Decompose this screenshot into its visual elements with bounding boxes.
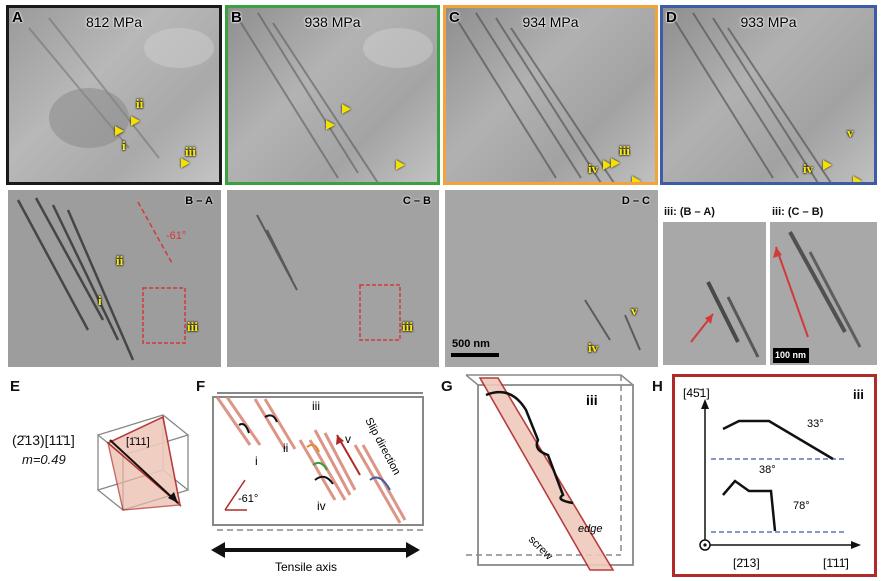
difference-texture: [16, 197, 186, 361]
label-v: v: [847, 125, 854, 140]
panel-label-a: A: [12, 9, 23, 26]
axis-label-x2: [1̄11̄]: [823, 556, 849, 570]
difference-texture: [256, 214, 401, 341]
panel-d-minus-c: D – C v iv 500 nm: [445, 190, 658, 367]
arrow-marker: [396, 160, 405, 170]
arrow-marker: [181, 158, 190, 168]
unit-cell-diagram: [1̄11]: [96, 414, 190, 511]
panel-h-frame: [672, 374, 877, 577]
difference-texture: [584, 299, 641, 351]
label-iii: iii: [185, 144, 196, 159]
label-iv: iv: [803, 161, 814, 176]
arrow-marker: [342, 104, 351, 114]
micrograph-texture: [455, 12, 615, 182]
label-iv: iv: [317, 499, 326, 513]
arrow-marker: [632, 176, 641, 182]
panel-a: A 812 MPa i ii iii: [6, 5, 222, 185]
panel-b-minus-a: B – A -61° i ii iii: [8, 190, 221, 367]
slip-system-label: (2̄13)[11̄1]: [12, 432, 75, 448]
scale-bar-label: 500 nm: [452, 338, 490, 350]
inset-title-cb: iii: (C – B): [772, 206, 824, 218]
label-ii: ii: [116, 253, 124, 268]
arrow-marker: [823, 160, 832, 170]
diff-label-cb: C – B: [402, 195, 431, 207]
label-iii: iii: [619, 143, 630, 158]
label-ii: ii: [283, 441, 288, 455]
slip-box-diagram: Slip direction -61° i ii iii iv v Tensil…: [211, 392, 424, 574]
stress-label-d: 933 MPa: [740, 14, 797, 30]
panel-label-d: D: [666, 9, 677, 26]
label-iv: iv: [588, 161, 599, 176]
panel-c-minus-b: C – B iii: [227, 190, 439, 367]
arrow-marker: [603, 160, 612, 170]
angle-label-f: -61°: [238, 493, 258, 505]
angle-38: 38°: [759, 464, 776, 476]
diff-label-ba: B – A: [185, 195, 213, 207]
axis-label-y: [45̄1]: [683, 386, 710, 400]
label-ii: ii: [136, 96, 144, 111]
panel-label-e: E: [10, 378, 21, 395]
diff-label-dc: D – C: [621, 195, 650, 207]
schmid-factor-label: m=0.49: [22, 452, 66, 467]
axis-label-x1: [2̄13]: [733, 556, 760, 570]
label-iii: iii: [853, 387, 864, 402]
stress-label-b: 938 MPa: [304, 14, 361, 30]
panel-label-c: C: [449, 9, 460, 26]
arrow-marker: [131, 116, 140, 126]
inset-texture: [690, 281, 760, 358]
angle-33: 33°: [807, 418, 824, 430]
panel-d: D 933 MPa v iv: [660, 5, 877, 185]
label-i: i: [122, 138, 126, 153]
label-i: i: [255, 454, 258, 468]
angle-label: -61°: [166, 230, 187, 242]
dislocation-3d-diagram: iii screw edge: [465, 374, 634, 571]
label-i: i: [98, 293, 102, 308]
label-iii: iii: [312, 399, 320, 413]
edge-label: edge: [578, 523, 602, 535]
stress-label-a: 812 MPa: [85, 14, 143, 30]
micrograph-texture: [672, 12, 832, 182]
panel-label-b: B: [231, 9, 242, 26]
tensile-axis-label: Tensile axis: [275, 560, 337, 574]
scale-bar-label-100: 100 nm: [775, 350, 807, 360]
panel-c: C 934 MPa iii iv: [443, 5, 658, 185]
screw-label: screw: [526, 534, 555, 563]
label-iii: iii: [586, 392, 598, 408]
panel-label-h: H: [652, 378, 663, 395]
panel-label-g: G: [441, 378, 453, 395]
arrow-marker: [611, 158, 620, 168]
panel-label-f: F: [196, 378, 206, 395]
scale-bar: [451, 353, 499, 357]
inset-iii-cb: 100 nm: [770, 222, 877, 365]
plane-normal-label: [1̄11]: [126, 436, 150, 448]
angle-78: 78°: [793, 500, 810, 512]
inset-title-ba: iii: (B – A): [664, 206, 715, 218]
inset-texture: [773, 231, 862, 363]
stress-label-c: 934 MPa: [522, 14, 579, 30]
micrograph-texture: [237, 12, 433, 182]
label-iii: iii: [402, 319, 413, 334]
arrow-marker: [115, 126, 124, 136]
label-v: v: [631, 303, 638, 318]
label-v: v: [345, 432, 351, 446]
label-iii: iii: [187, 319, 198, 334]
panel-b: B 938 MPa: [225, 5, 440, 185]
inset-iii-ba: [663, 222, 766, 365]
dislocation-projection-diagram: [45̄1] iii [2̄13] [1̄11̄] 33° 38° 78°: [683, 386, 864, 570]
arrow-marker: [326, 120, 335, 130]
arrow-marker: [853, 176, 862, 182]
label-iv: iv: [588, 340, 599, 355]
micrograph-texture: [28, 17, 214, 159]
